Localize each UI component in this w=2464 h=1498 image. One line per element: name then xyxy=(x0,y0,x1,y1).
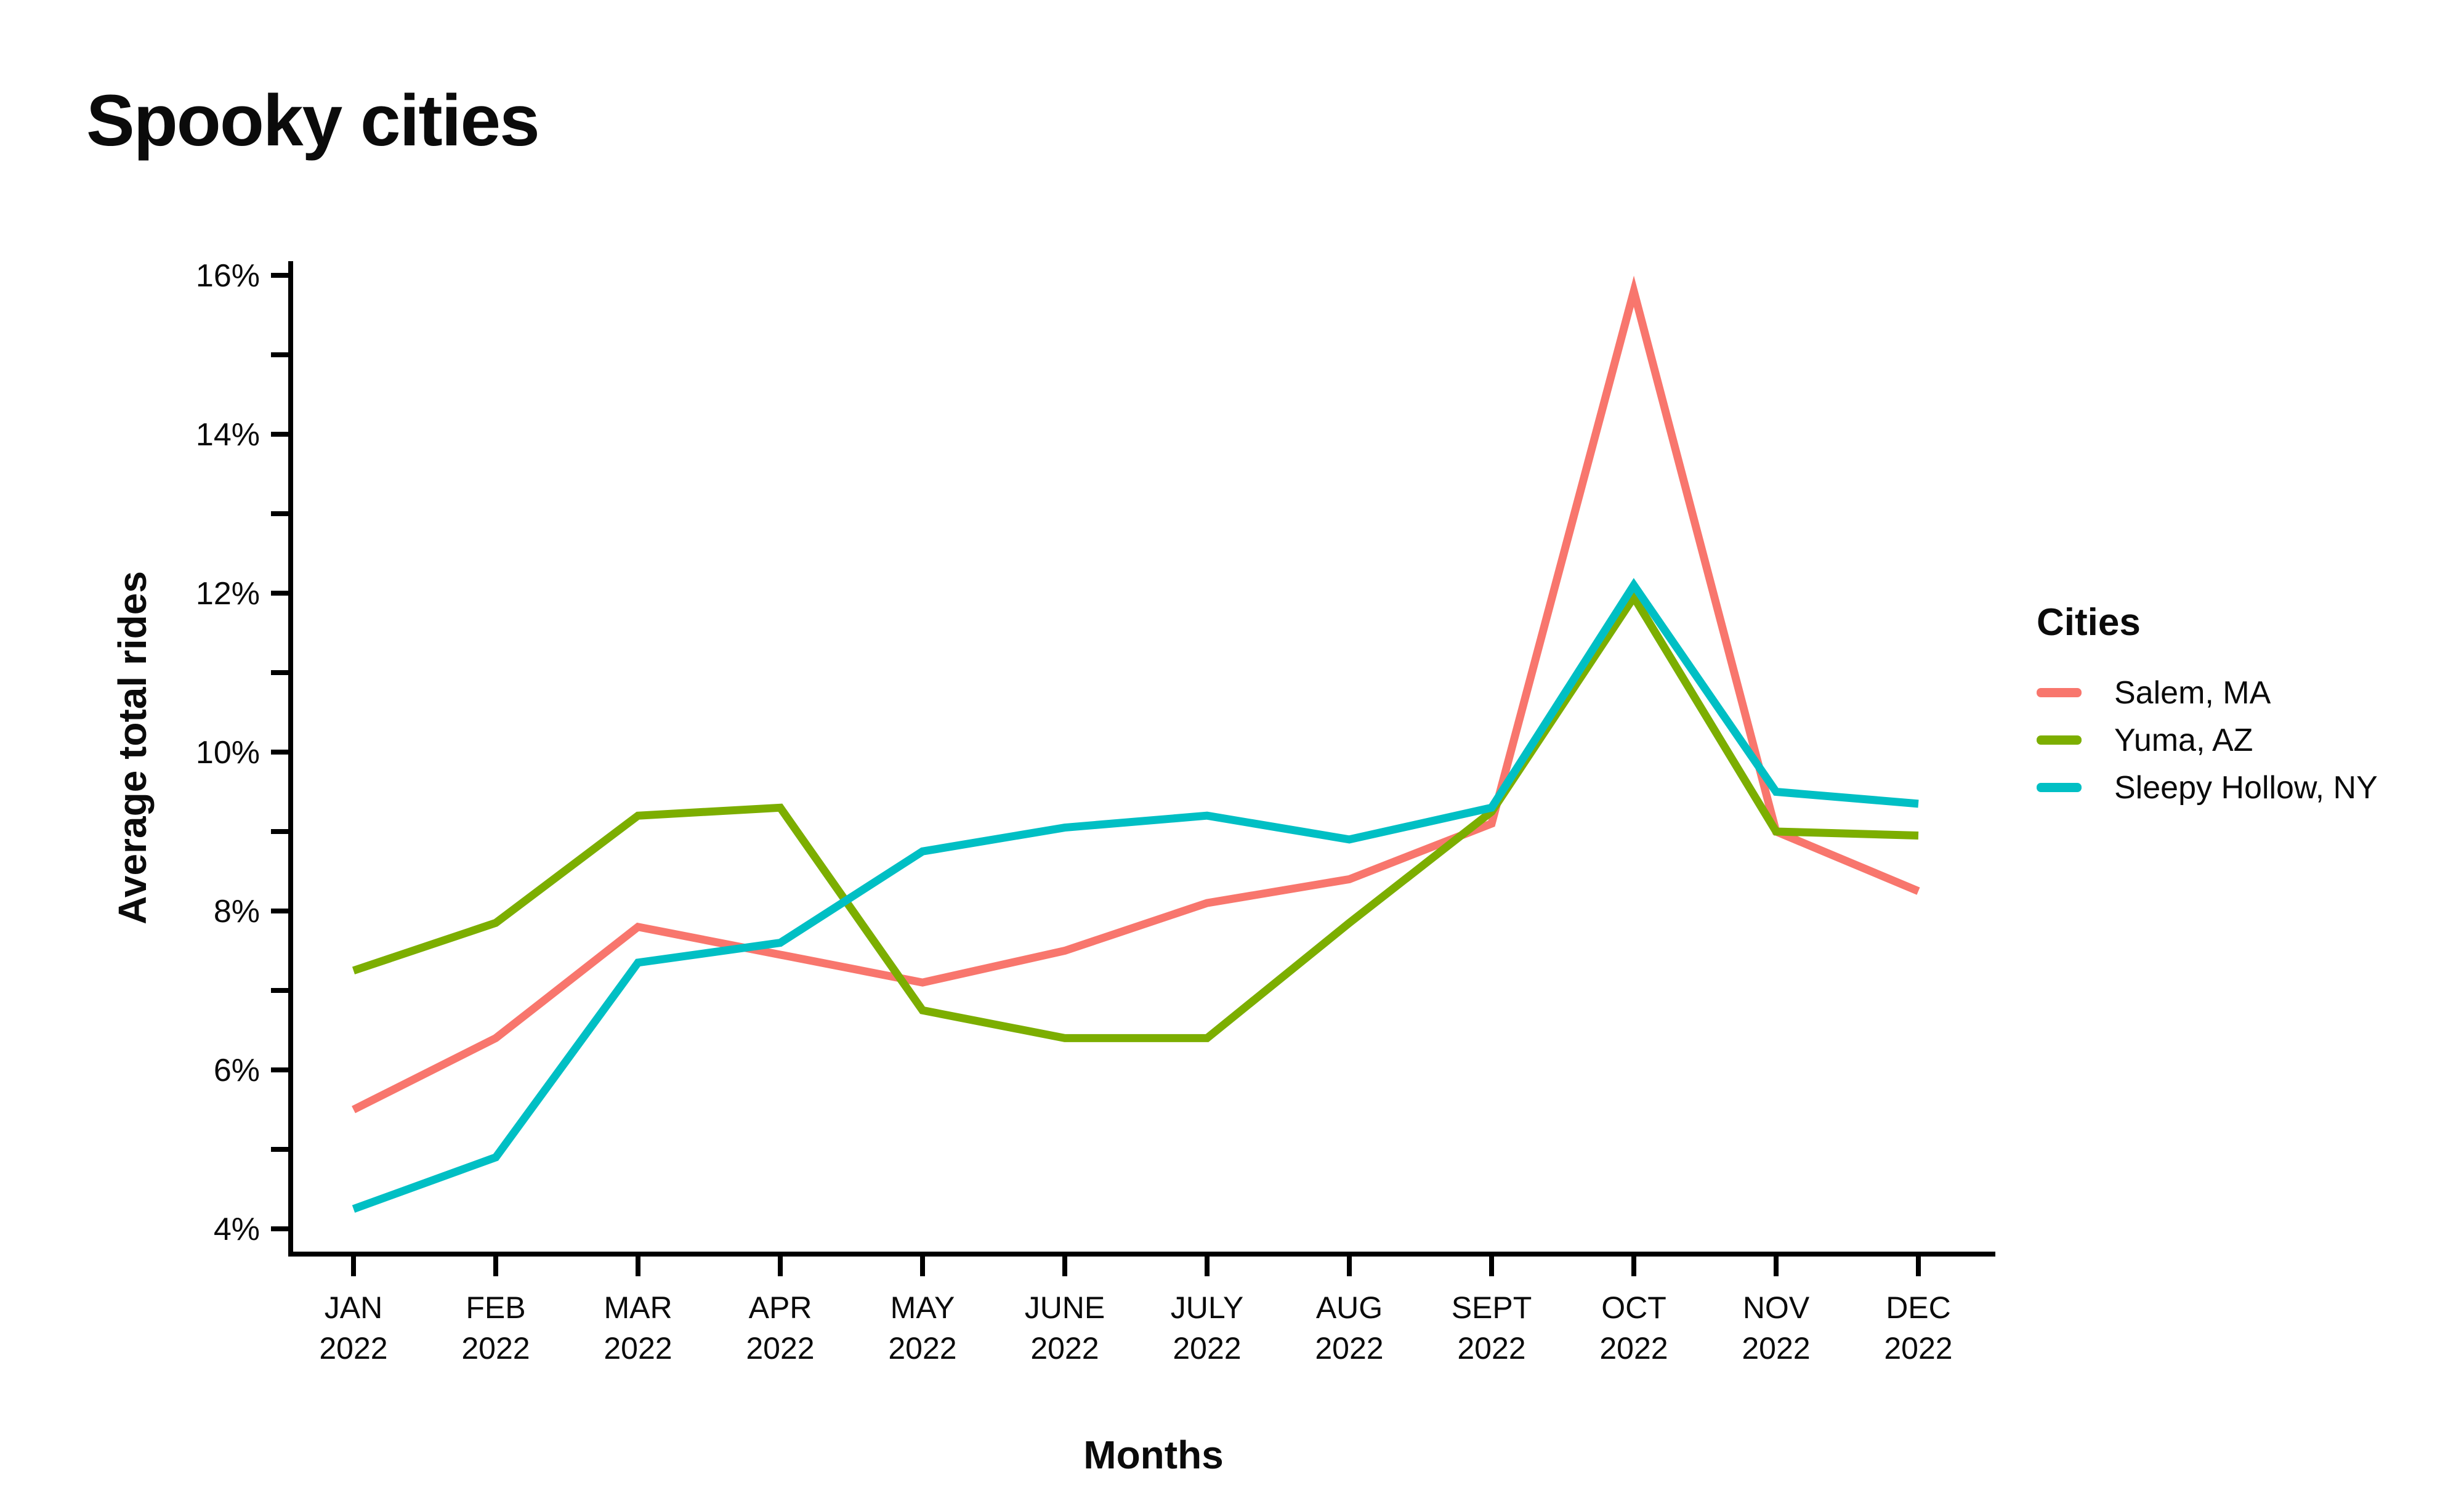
legend-swatch-icon xyxy=(2037,735,2082,745)
y-tick-label: 6% xyxy=(214,1053,260,1088)
y-tick-label: 14% xyxy=(196,417,260,453)
legend-item-salem-ma: Salem, MA xyxy=(2037,669,2378,716)
y-tick-label: 8% xyxy=(214,894,260,929)
x-tick-label: JAN 2022 xyxy=(319,1290,387,1366)
legend-item-yuma-az: Yuma, AZ xyxy=(2037,716,2378,764)
x-tick-label: FEB 2022 xyxy=(461,1290,530,1366)
series-lines xyxy=(352,275,1920,1213)
y-tick-label: 10% xyxy=(196,735,260,771)
x-tick-label: JUNE 2022 xyxy=(1025,1290,1105,1366)
legend-item-label: Sleepy Hollow, NY xyxy=(2114,769,2378,806)
x-axis-ticks: JAN 2022 FEB 2022 MAR 2022 APR 2022 MAY 2022 JUNE 2… xyxy=(319,1257,1953,1366)
legend-item-label: Salem, MA xyxy=(2114,674,2271,711)
legend-title: Cities xyxy=(2037,601,2141,644)
legend-items: Salem, MA Yuma, AZ Sleepy Hollow, NY xyxy=(2037,669,2378,811)
legend-swatch-icon xyxy=(2037,688,2082,698)
x-tick-label: JULY 2022 xyxy=(1171,1290,1244,1366)
y-tick-label: 4% xyxy=(214,1212,260,1247)
axes xyxy=(288,261,1995,1257)
chart-title: Spooky cities xyxy=(86,80,540,161)
legend-swatch-icon xyxy=(2037,783,2082,793)
x-tick-label: MAR 2022 xyxy=(604,1290,672,1366)
y-axis-ticks: 4% 6% 8% 10% 12% 14% 16% xyxy=(196,258,288,1247)
series-line-salem-ma xyxy=(352,275,1920,1114)
x-tick-label: AUG 2022 xyxy=(1315,1290,1383,1366)
series-line-sleepy-hollow-ny xyxy=(352,578,1919,1213)
x-axis-title: Months xyxy=(1083,1433,1224,1477)
legend-item-label: Yuma, AZ xyxy=(2114,722,2253,758)
x-tick-label: DEC 2022 xyxy=(1884,1290,1952,1366)
x-tick-label: APR 2022 xyxy=(746,1290,814,1366)
x-tick-label: SEPT 2022 xyxy=(1452,1290,1532,1366)
x-tick-label: NOV 2022 xyxy=(1742,1290,1810,1366)
y-tick-label: 12% xyxy=(196,576,260,612)
legend-item-sleepy-hollow-ny: Sleepy Hollow, NY xyxy=(2037,764,2378,811)
legend: Cities Salem, MA Yuma, AZ Sleepy Hollow, N… xyxy=(2037,601,2378,811)
x-tick-label: OCT 2022 xyxy=(1599,1290,1668,1366)
x-tick-label: MAY 2022 xyxy=(888,1290,956,1366)
series-line-yuma-az xyxy=(352,589,1919,1042)
y-tick-label: 16% xyxy=(196,258,260,294)
